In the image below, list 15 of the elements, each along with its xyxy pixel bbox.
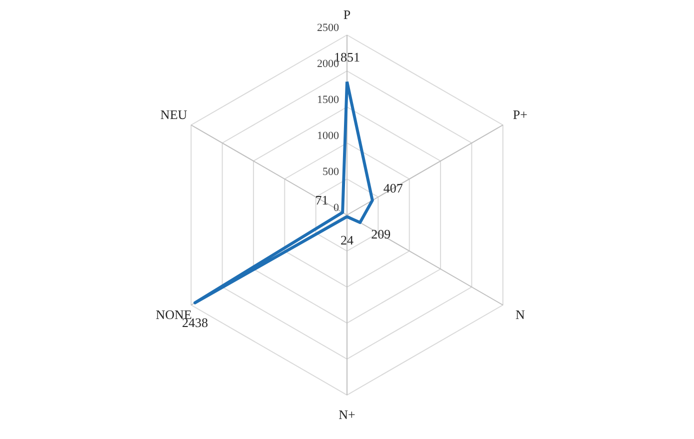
y-tick-label: 0 <box>334 202 340 214</box>
data-label: 209 <box>371 226 391 242</box>
spoke-label: NEU <box>160 107 188 122</box>
spoke-label: N+ <box>338 407 356 422</box>
data-label: 71 <box>315 192 328 208</box>
y-tick-label: 1500 <box>317 94 340 106</box>
spoke-label: P+ <box>512 107 528 122</box>
spoke-label: N <box>516 307 526 322</box>
y-tick-label: 500 <box>322 166 340 178</box>
y-tick-label: 2000 <box>317 58 340 70</box>
data-label: 407 <box>383 180 404 196</box>
spoke-label: P <box>343 7 351 22</box>
y-tick-label: 1000 <box>317 130 340 142</box>
data-label: 24 <box>340 232 354 248</box>
y-tick-label: 2500 <box>317 22 340 34</box>
